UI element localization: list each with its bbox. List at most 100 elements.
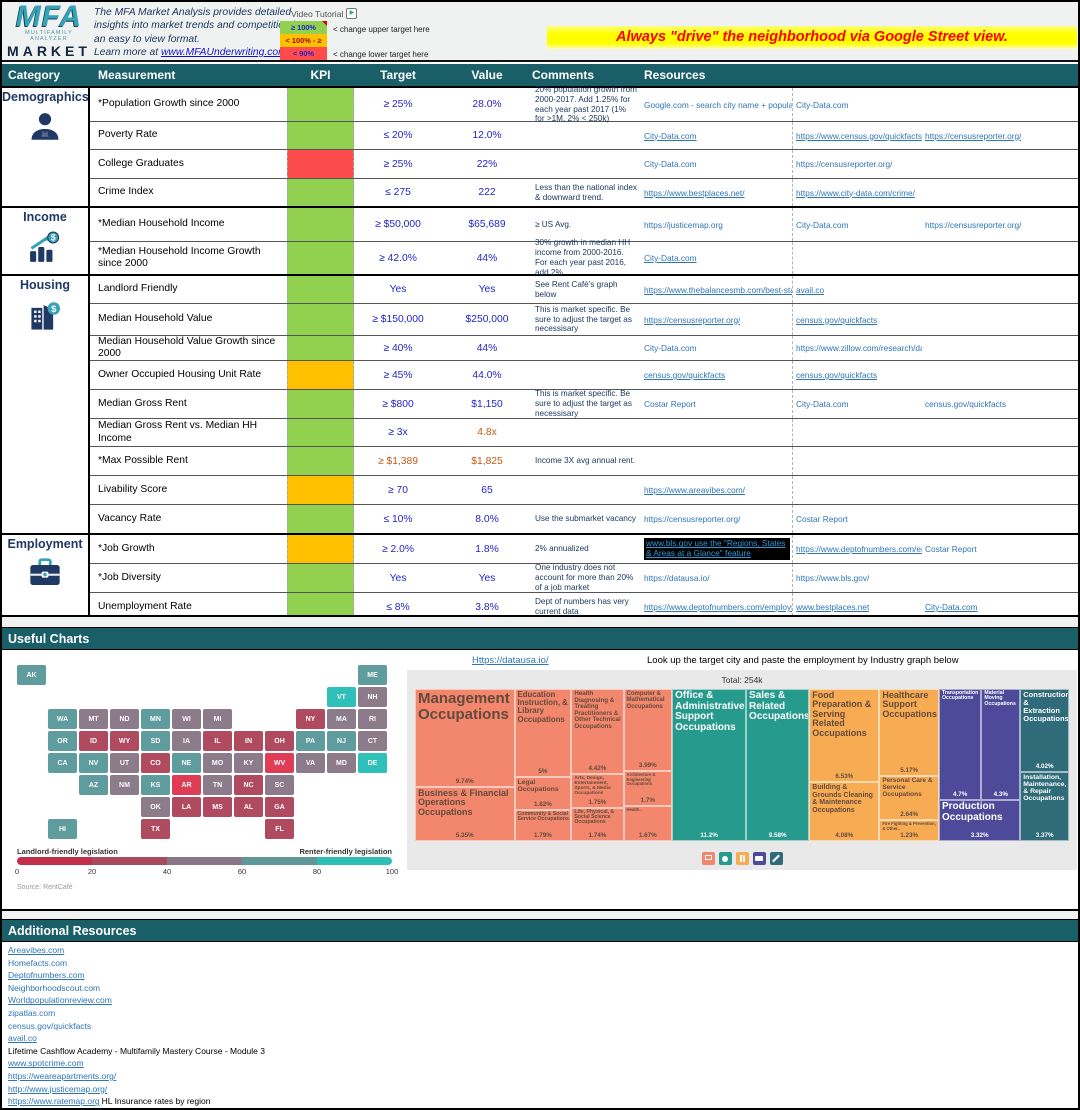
resource-link[interactable]: https://www.bls.gov/ — [796, 573, 870, 583]
value-cell[interactable]: 22% — [476, 158, 498, 170]
target-cell[interactable]: ≤ 20% — [383, 130, 413, 141]
resource-link[interactable]: https://censusreporter.org/ — [644, 314, 741, 325]
resource-link[interactable]: City-Data.com — [796, 399, 849, 409]
resource-link-text[interactable]: https://weareapartments.org/ — [8, 1070, 117, 1081]
target-cell[interactable]: ≥ 3x — [388, 427, 408, 438]
target-cell[interactable]: ≥ 45% — [383, 369, 413, 381]
resource-link-text[interactable]: www.spotcrime.com — [8, 1058, 84, 1069]
resource-link-text[interactable]: Homefacts.com — [8, 957, 68, 968]
resource-link[interactable]: https://www.deptofnumbers.com/employment — [644, 602, 792, 612]
value-cell[interactable]: 28.0% — [472, 99, 502, 110]
resource-link[interactable]: City-Data.com — [644, 130, 697, 141]
resource-link[interactable]: census.gov/quickfacts — [925, 399, 1007, 409]
value-cell[interactable]: Yes — [478, 572, 496, 584]
resource-link[interactable]: https://www.census.gov/quickfacts — [796, 130, 922, 141]
wrench-icon[interactable] — [769, 852, 783, 865]
resource-link[interactable]: City-Data.com — [796, 99, 849, 110]
resource-link[interactable]: Costar Report — [644, 399, 696, 409]
value-cell[interactable]: 12.0% — [472, 130, 502, 141]
resource-link[interactable]: City-Data.com — [644, 343, 697, 353]
target-cell[interactable]: ≥ $150,000 — [372, 314, 424, 325]
resource-link[interactable]: avail.co — [8, 1032, 1008, 1045]
resource-link[interactable]: www.bestplaces.net — [796, 602, 870, 612]
target-cell[interactable]: ≥ $800 — [382, 398, 414, 410]
resource-link[interactable]: Worldpopulationreview.com — [8, 994, 1008, 1007]
truck-icon[interactable] — [752, 852, 766, 865]
resource-link[interactable]: https://censusreporter.org/ — [796, 159, 893, 169]
resource-link[interactable]: https://www.areavibes.com/ — [644, 485, 745, 495]
video-tutorial-button[interactable]: Video Tutorial ▶ — [291, 8, 358, 19]
resource-link[interactable]: City-Data.com — [644, 253, 697, 263]
resource-link[interactable]: www.spotcrime.com — [8, 1057, 1008, 1070]
resource-link[interactable]: Google.com - search city name + populati… — [644, 99, 792, 110]
resource-link[interactable]: City-Data.com — [644, 159, 697, 169]
resource-link-text[interactable]: avail.co — [8, 1033, 37, 1044]
value-cell[interactable]: $250,000 — [465, 314, 509, 325]
target-cell[interactable]: ≥ 70 — [388, 484, 408, 496]
target-cell[interactable]: ≥ $50,000 — [375, 219, 421, 230]
target-cell[interactable]: ≥ 42.0% — [379, 252, 417, 264]
pause-icon[interactable] — [735, 852, 749, 865]
value-cell[interactable]: 222 — [478, 187, 496, 198]
resource-link[interactable]: City-Data.com — [925, 602, 978, 612]
resource-link[interactable]: census.gov/quickfacts — [796, 370, 878, 380]
resource-link[interactable]: https://censusreporter.org/ — [644, 514, 741, 524]
resource-link[interactable]: avail.co — [796, 284, 825, 295]
resource-link[interactable]: https://www.ratemap.org HL Insurance rat… — [8, 1095, 1008, 1108]
resource-link[interactable]: census.gov/quickfacts — [8, 1020, 1008, 1033]
resource-link[interactable]: City-Data.com — [796, 219, 849, 230]
target-cell[interactable]: ≥ $1,389 — [377, 455, 418, 467]
value-cell[interactable]: 44% — [476, 342, 498, 354]
resource-link-text[interactable]: http://www.justicemap.org/ — [8, 1083, 108, 1094]
value-cell[interactable]: Yes — [478, 284, 496, 295]
resource-link[interactable]: https://censusreporter.org/ — [925, 130, 1022, 141]
value-cell[interactable]: 65 — [481, 484, 493, 496]
resource-link-text[interactable]: Neighborhoodscout.com — [8, 982, 101, 993]
resource-link[interactable]: Costar Report — [925, 544, 977, 554]
resource-link-text[interactable]: Areavibes.com — [8, 945, 65, 955]
target-cell[interactable]: Yes — [389, 284, 407, 295]
value-cell[interactable]: 44% — [476, 252, 498, 264]
kpi-legend-row-1[interactable]: < 100% - ≥ 90% — [280, 34, 327, 58]
resource-link[interactable]: Neighborhoodscout.com — [8, 982, 1008, 995]
resource-link[interactable]: https://www.city-data.com/crime/ — [796, 187, 915, 198]
target-cell[interactable]: ≤ 10% — [383, 513, 413, 525]
resource-link[interactable]: Costar Report — [796, 514, 848, 524]
resource-link[interactable]: census.gov/quickfacts — [644, 370, 726, 380]
resource-link-text[interactable]: zipatlas.com — [8, 1007, 56, 1018]
target-cell[interactable]: Yes — [389, 572, 407, 584]
resource-link[interactable]: census.gov/quickfacts — [796, 314, 878, 325]
target-cell[interactable]: ≥ 40% — [383, 342, 413, 354]
resource-link[interactable]: www.bls.gov use the "Regions, States & A… — [644, 538, 790, 560]
resource-link-text[interactable]: https://www.ratemap.org — [8, 1096, 100, 1107]
target-cell[interactable]: ≥ 25% — [383, 158, 413, 170]
value-cell[interactable]: $65,689 — [468, 219, 506, 230]
resource-link[interactable]: https://justicemap.org — [644, 219, 723, 230]
value-cell[interactable]: $1,150 — [471, 398, 503, 410]
resource-link[interactable]: https://www.zillow.com/research/data/ — [796, 343, 922, 353]
resource-link[interactable]: https://www.thebalancesmb.com/best-state… — [644, 284, 792, 295]
resource-link[interactable]: zipatlas.com — [8, 1007, 1008, 1020]
resource-link[interactable]: Deptofnumbers.com — [8, 969, 1008, 982]
kpi-legend-row-0[interactable]: ≥ 100% — [280, 21, 327, 34]
value-cell[interactable]: 8.0% — [475, 513, 499, 525]
mfa-underwriting-link[interactable]: www.MFAUnderwriting.com — [160, 47, 287, 59]
resource-link[interactable]: https://weareapartments.org/ — [8, 1070, 1008, 1083]
value-cell[interactable]: 44.0% — [472, 369, 502, 381]
resource-link-text[interactable]: Deptofnumbers.com — [8, 970, 85, 981]
play-icon[interactable]: ▶ — [346, 8, 358, 19]
value-cell[interactable]: 4.8x — [477, 427, 497, 438]
resource-link[interactable]: https://censusreporter.org/ — [925, 219, 1022, 230]
resource-link-text[interactable]: census.gov/quickfacts — [8, 1020, 92, 1031]
target-cell[interactable]: ≥ 25% — [383, 99, 413, 110]
target-cell[interactable]: ≥ 2.0% — [382, 543, 414, 555]
resource-link[interactable]: http://www.justicemap.org/ — [8, 1083, 1008, 1096]
resource-link[interactable]: https://www.deptofnumbers.com/employment — [796, 544, 922, 554]
gear-icon[interactable] — [718, 852, 732, 865]
value-cell[interactable]: 1.8% — [475, 543, 499, 555]
value-cell[interactable]: $1,825 — [471, 455, 503, 467]
target-cell[interactable]: ≤ 275 — [385, 187, 411, 198]
target-cell[interactable]: ≤ 8% — [386, 601, 410, 613]
resource-link[interactable]: Homefacts.com — [8, 957, 1008, 970]
kpi-legend-row-2[interactable]: < 90% — [280, 47, 327, 60]
